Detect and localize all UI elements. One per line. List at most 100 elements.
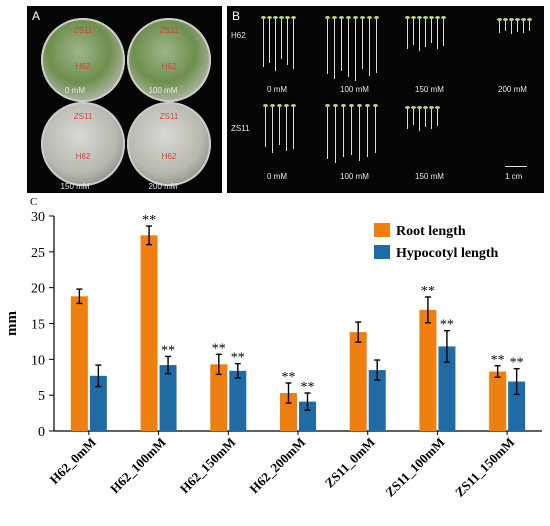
x-tick-label: ZS11_150mM <box>452 435 517 500</box>
seedling-stem <box>419 109 420 131</box>
seedling-leaf <box>349 104 354 107</box>
row-label-zs11: ZS11 <box>231 124 250 133</box>
x-tick-label: H62_150mM <box>177 435 239 497</box>
x-tick-label: ZS11_0mM <box>322 435 378 491</box>
legend-label: Hypocotyl length <box>396 246 498 261</box>
seedling-stem <box>286 107 287 151</box>
significance-label: ** <box>282 370 296 385</box>
y-tick-label: 20 <box>31 282 45 297</box>
y-axis-label: mm <box>4 311 20 336</box>
seedling-leaf <box>417 16 422 19</box>
dish-tag-h62: H62 <box>75 152 91 161</box>
seedling-stem <box>407 109 408 129</box>
seedling-leaf <box>332 16 337 19</box>
seedling-leaf <box>261 16 266 19</box>
petri-dish-100mm <box>127 18 211 102</box>
panel-c-letter: C <box>30 196 37 208</box>
seedling-stem <box>341 19 342 71</box>
seedling-leaf <box>284 104 289 107</box>
dish-tag-h62: H62 <box>161 62 177 71</box>
seedling-leaf <box>291 104 296 107</box>
conc-label: 100 mM <box>340 172 369 181</box>
seedling-leaf <box>441 16 446 19</box>
seedling-stem <box>334 19 335 79</box>
seedling-leaf <box>521 18 526 21</box>
seedling-stem <box>327 19 328 74</box>
seedling-stem <box>275 19 276 71</box>
seedling-stem <box>348 19 349 77</box>
panel-b-photo: B H62 ZS11 0 mM 100 mM 150 mM 200 mM 0 m… <box>227 6 544 193</box>
seedling-leaf <box>291 16 296 19</box>
seedling-stem <box>269 19 270 63</box>
seedling-stem <box>499 21 500 33</box>
seedling-leaf <box>429 106 434 109</box>
seedling-leaf <box>503 18 508 21</box>
bar-hypocotyl <box>508 381 526 431</box>
seedling-stem <box>511 21 512 34</box>
bar-root <box>489 371 507 431</box>
seedling-stem <box>293 107 294 149</box>
bar-root <box>349 332 367 431</box>
y-tick-label: 15 <box>31 318 45 333</box>
seedling-leaf <box>365 104 370 107</box>
seedling-leaf <box>435 106 440 109</box>
x-tick-label: H62_0mM <box>46 435 98 487</box>
dish-label-0mm: 0 mM <box>65 86 85 95</box>
significance-label: ** <box>142 213 156 228</box>
seedling-stem <box>419 19 420 51</box>
bar-root <box>280 393 297 431</box>
bar-root <box>419 309 437 431</box>
seedling-leaf <box>270 104 275 107</box>
seedling-stem <box>263 19 264 67</box>
conc-label: 0 mM <box>267 85 287 94</box>
seedling-stem <box>279 107 280 145</box>
seedling-stem <box>355 19 356 81</box>
seedling-stem <box>265 107 266 147</box>
scale-bar <box>505 166 527 167</box>
significance-label: ** <box>231 351 245 366</box>
panel-a-photo: A ZS11 H62 ZS11 H62 ZS11 H62 ZS11 H62 0 … <box>27 6 222 193</box>
seedling-stem <box>413 19 414 45</box>
significance-label: ** <box>491 353 505 368</box>
seedling-leaf <box>429 16 434 19</box>
y-tick-label: 25 <box>31 246 45 261</box>
seedling-leaf <box>267 16 272 19</box>
seedling-leaf <box>373 104 378 107</box>
row-label-h62: H62 <box>231 31 246 40</box>
y-tick-label: 10 <box>31 353 45 368</box>
significance-label: ** <box>440 318 454 333</box>
seedling-leaf <box>357 104 362 107</box>
seedling-leaf <box>423 16 428 19</box>
seedling-leaf <box>277 104 282 107</box>
seedling-leaf <box>423 106 428 109</box>
bar-hypocotyl <box>229 370 247 431</box>
dish-label-100mm: 100 mM <box>148 86 178 95</box>
y-tick-label: 0 <box>38 425 45 440</box>
seedling-stem <box>505 21 506 31</box>
significance-label: ** <box>161 343 175 358</box>
seedling-leaf <box>515 18 520 21</box>
seedling-stem <box>529 21 530 31</box>
scale-label: 1 cm <box>505 172 523 181</box>
seedling-stem <box>359 107 360 161</box>
seedling-leaf <box>417 106 422 109</box>
bar-chart-svg: C mm 0 5 10 15 20 25 30 H62_0mM H62_100mM H62_150… <box>4 196 542 500</box>
panel-b-letter: B <box>232 9 241 23</box>
seedling-stem <box>413 109 414 125</box>
x-tick-label: ZS11_100mM <box>382 435 447 500</box>
bar-hypocotyl <box>368 370 386 431</box>
seedling-leaf <box>341 104 346 107</box>
seedling-leaf <box>273 16 278 19</box>
seedling-leaf <box>325 104 330 107</box>
seedling-stem <box>272 107 273 153</box>
seedling-leaf <box>527 18 532 21</box>
seedling-leaf <box>405 106 410 109</box>
seedling-stem <box>437 109 438 126</box>
seedling-leaf <box>367 16 372 19</box>
x-tick-label: H62_200mM <box>246 435 308 497</box>
seedling-leaf <box>285 16 290 19</box>
y-tick-label: 5 <box>38 389 45 404</box>
seedling-stem <box>335 107 336 163</box>
seedling-stem <box>431 109 432 129</box>
seedling-stem <box>517 21 518 32</box>
